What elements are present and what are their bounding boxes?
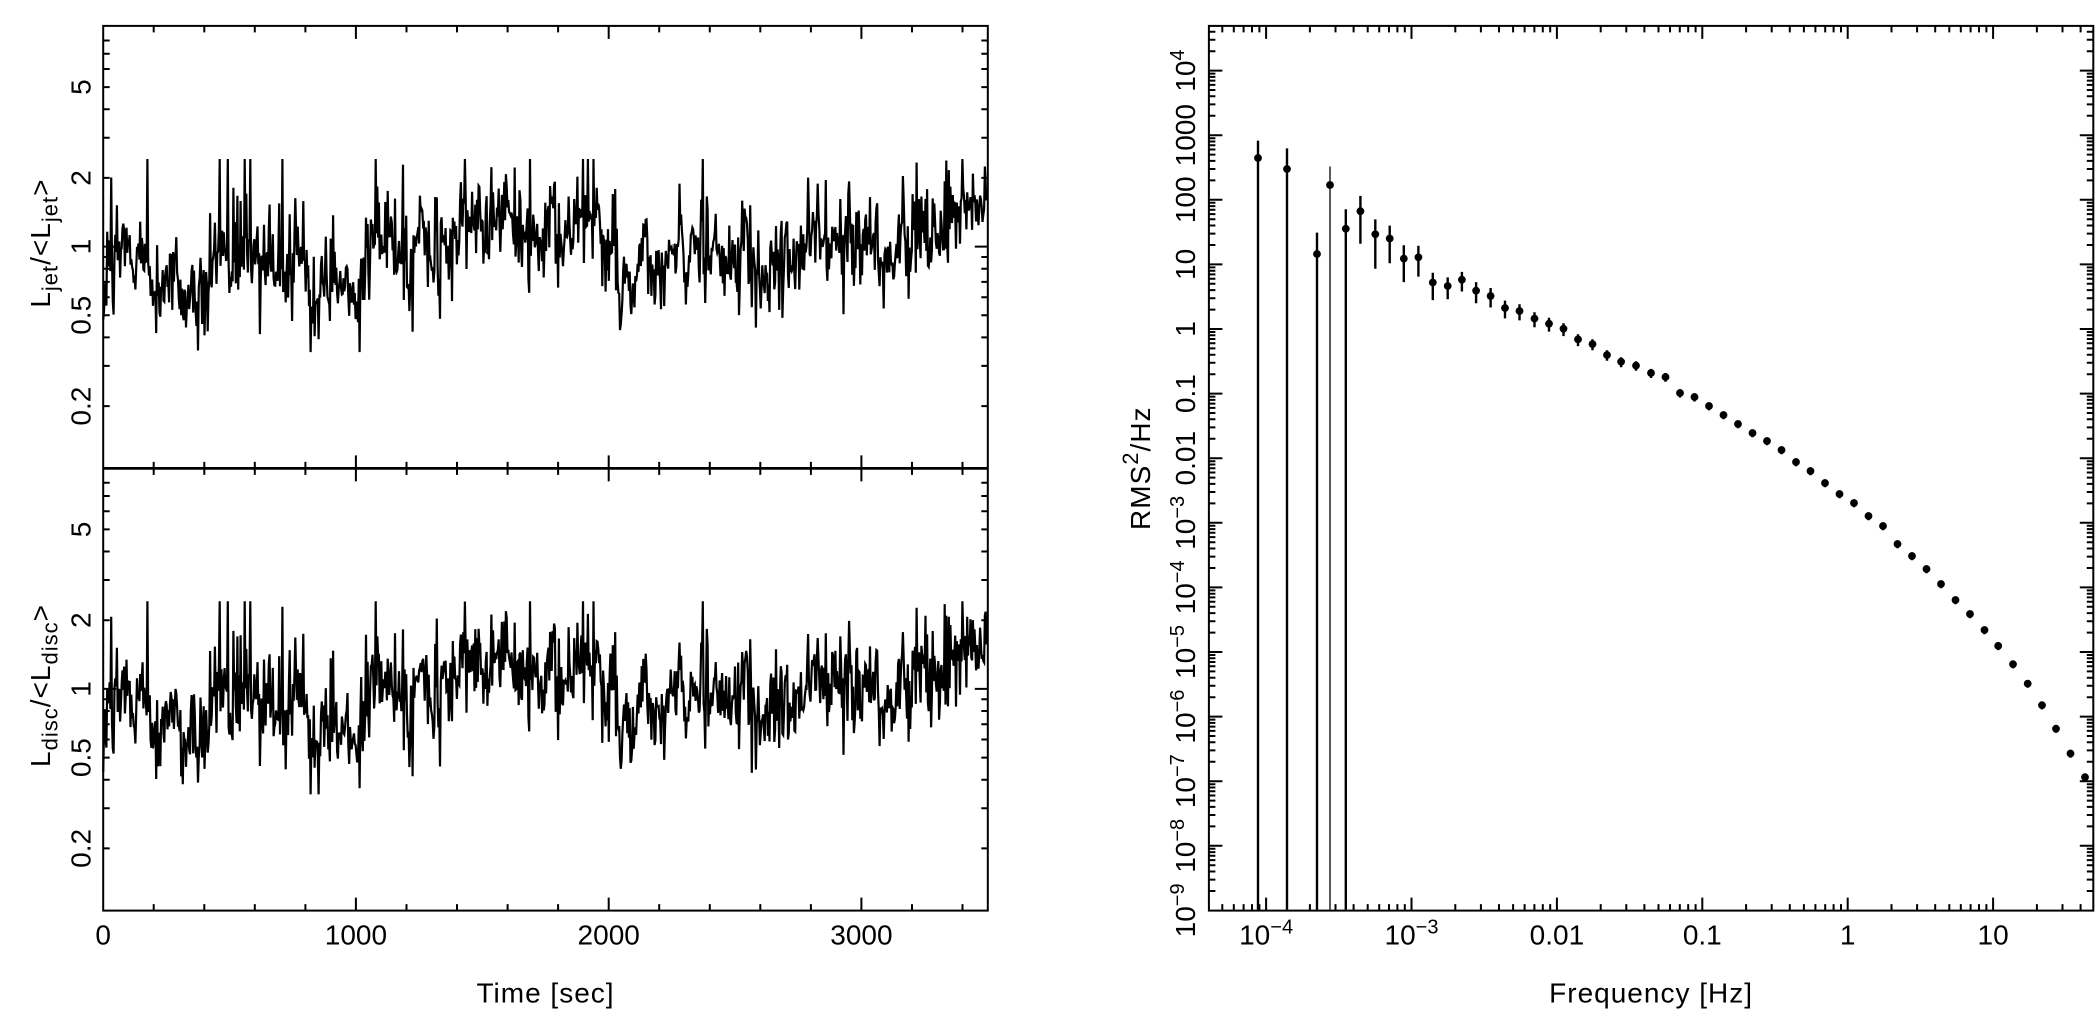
svg-text:0.5: 0.5 <box>66 738 97 777</box>
svg-text:1: 1 <box>66 681 97 697</box>
svg-text:5: 5 <box>66 522 97 538</box>
svg-text:Time [sec]: Time [sec] <box>476 978 614 1009</box>
svg-text:1: 1 <box>1840 920 1856 951</box>
svg-text:2: 2 <box>66 612 97 628</box>
svg-text:RMS2/Hz: RMS2/Hz <box>1118 406 1156 529</box>
svg-text:0.2: 0.2 <box>66 829 97 868</box>
svg-text:10: 10 <box>1978 920 2009 951</box>
svg-text:10−4: 10−4 <box>1239 917 1293 951</box>
svg-text:1: 1 <box>66 239 97 255</box>
svg-text:0.2: 0.2 <box>66 387 97 426</box>
svg-text:2: 2 <box>66 170 97 186</box>
svg-text:0.01: 0.01 <box>1170 431 1201 486</box>
svg-text:10−7: 10−7 <box>1167 754 1201 808</box>
svg-text:5: 5 <box>66 79 97 95</box>
svg-text:1: 1 <box>1170 321 1201 337</box>
svg-text:100: 100 <box>1170 176 1201 223</box>
svg-text:0.1: 0.1 <box>1170 374 1201 413</box>
svg-text:10: 10 <box>1170 249 1201 280</box>
svg-text:1000: 1000 <box>325 920 387 951</box>
svg-text:1000: 1000 <box>1170 104 1201 166</box>
svg-text:0.5: 0.5 <box>66 296 97 335</box>
svg-text:3000: 3000 <box>830 920 892 951</box>
svg-text:0.01: 0.01 <box>1530 920 1585 951</box>
svg-text:2000: 2000 <box>578 920 640 951</box>
svg-text:0.1: 0.1 <box>1683 920 1722 951</box>
svg-text:Frequency [Hz]: Frequency [Hz] <box>1549 978 1753 1009</box>
svg-text:0: 0 <box>95 920 111 951</box>
